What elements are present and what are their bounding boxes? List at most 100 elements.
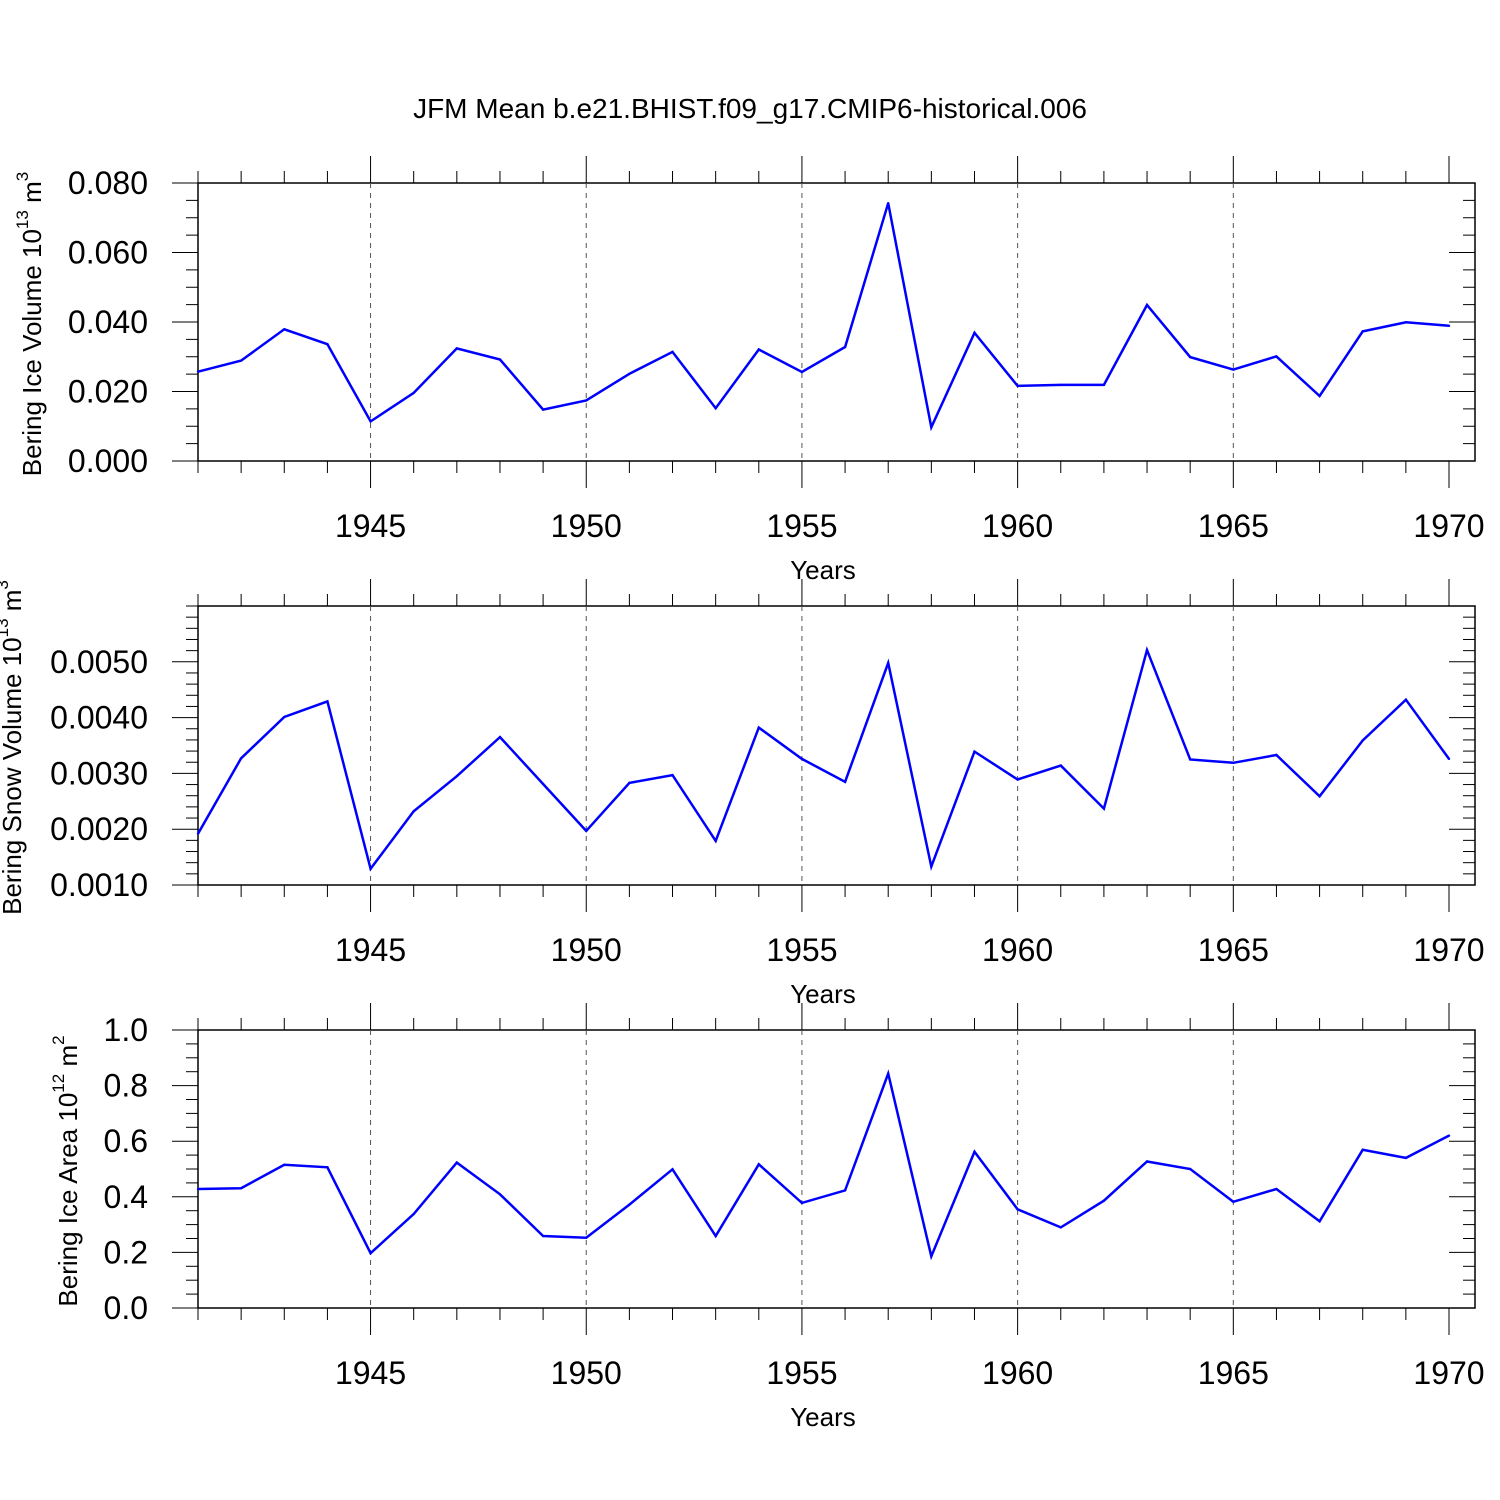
data-point [1405, 699, 1407, 701]
y-axis-label-exponent: 13 [13, 210, 32, 229]
series-line [198, 1074, 1449, 1257]
x-tick-label: 1955 [766, 508, 837, 544]
y-tick-label: 0.0010 [50, 867, 148, 903]
data-point [1448, 325, 1450, 327]
data-point [1103, 1199, 1105, 1201]
data-point [197, 1188, 199, 1190]
y-tick-label: 0.040 [68, 304, 148, 340]
data-point [240, 1187, 242, 1189]
x-axis-label: Years [790, 1402, 856, 1432]
x-tick-label: 1945 [335, 932, 406, 968]
data-point [1362, 330, 1364, 332]
y-tick-label: 0.020 [68, 374, 148, 410]
panel-1: 0.000 0.020 0.040 0.060 0.080 1945 1950 1955 196… [13, 156, 1484, 585]
data-point [542, 1235, 544, 1237]
y-axis-label-exponent: 13 [0, 618, 12, 637]
y-tick-label: 0.0020 [50, 811, 148, 847]
data-point [801, 1202, 803, 1204]
data-point [1405, 1157, 1407, 1159]
y-axis-label-text: Bering Ice Area 10 [53, 1093, 83, 1307]
data-point [326, 1166, 328, 1168]
data-point [585, 1236, 587, 1238]
y-tick-label: 0.4 [104, 1179, 148, 1215]
data-point [887, 662, 889, 664]
y-tick-label: 0.0050 [50, 644, 148, 680]
x-tick-label: 1970 [1413, 508, 1484, 544]
data-point [412, 810, 414, 812]
x-tick-label: 1945 [335, 1355, 406, 1391]
data-point [887, 202, 889, 204]
data-point [412, 1213, 414, 1215]
data-point [930, 426, 932, 428]
data-point [930, 1255, 932, 1257]
data-point [240, 757, 242, 759]
x-tick-label: 1960 [982, 932, 1053, 968]
data-point [197, 370, 199, 372]
data-point [1448, 758, 1450, 760]
y-tick-label: 0.000 [68, 443, 148, 479]
x-tick-label: 1945 [335, 508, 406, 544]
data-point [1146, 1160, 1148, 1162]
data-point [197, 832, 199, 834]
data-point [326, 343, 328, 345]
data-point [758, 1163, 760, 1165]
data-point [1103, 384, 1105, 386]
y-axis-label-text: m [0, 590, 27, 619]
data-point [1232, 762, 1234, 764]
x-axis-label: Years [790, 555, 856, 585]
data-point [283, 1164, 285, 1166]
y-tick-label: 0.8 [104, 1068, 148, 1104]
data-point [1318, 395, 1320, 397]
y-axis-label: Bering Snow Volume 1013 m3 [0, 580, 27, 915]
data-point [456, 1161, 458, 1163]
data-point [1275, 754, 1277, 756]
data-point [283, 716, 285, 718]
y-axis-label-exponent: 2 [49, 1035, 68, 1044]
y-axis-label-text: m [53, 1045, 83, 1074]
x-tick-label: 1950 [551, 508, 622, 544]
data-point [887, 1072, 889, 1074]
y-tick-label: 1.0 [104, 1012, 148, 1048]
x-tick-label: 1960 [982, 508, 1053, 544]
data-point [1189, 1168, 1191, 1170]
panel-2: 0.0010 0.0020 0.0030 0.0040 0.0050 1945 1950 19… [0, 579, 1485, 1009]
data-point [499, 736, 501, 738]
data-point [1103, 807, 1105, 809]
data-point [844, 781, 846, 783]
data-point [1146, 304, 1148, 306]
data-point [671, 351, 673, 353]
data-point [844, 346, 846, 348]
data-point [671, 1168, 673, 1170]
data-point [1060, 384, 1062, 386]
data-point [1275, 355, 1277, 357]
data-point [1448, 1134, 1450, 1136]
data-point [1362, 739, 1364, 741]
data-point [801, 758, 803, 760]
y-tick-label: 0.0030 [50, 755, 148, 791]
y-tick-label: 0.080 [68, 165, 148, 201]
panels: 0.000 0.020 0.040 0.060 0.080 1945 1950 1955 196… [0, 156, 1485, 1432]
y-axis-label-text: Bering Snow Volume 10 [0, 637, 27, 915]
data-point [456, 775, 458, 777]
data-point [412, 392, 414, 394]
x-tick-label: 1970 [1413, 932, 1484, 968]
y-axis-label: Bering Ice Volume 1013 m3 [13, 172, 47, 476]
data-point [542, 408, 544, 410]
data-point [671, 774, 673, 776]
data-point [1232, 1201, 1234, 1203]
data-point [369, 420, 371, 422]
data-point [714, 407, 716, 409]
data-point [973, 750, 975, 752]
data-point [1016, 385, 1018, 387]
data-point [758, 726, 760, 728]
data-point [1060, 764, 1062, 766]
plot-frame [198, 1030, 1475, 1308]
data-point [930, 865, 932, 867]
y-axis-label-exponent: 3 [13, 172, 32, 181]
x-tick-label: 1960 [982, 1355, 1053, 1391]
data-point [369, 1252, 371, 1254]
data-point [1060, 1226, 1062, 1228]
x-tick-label: 1965 [1198, 1355, 1269, 1391]
y-tick-label: 0.0040 [50, 700, 148, 736]
data-point [585, 399, 587, 401]
